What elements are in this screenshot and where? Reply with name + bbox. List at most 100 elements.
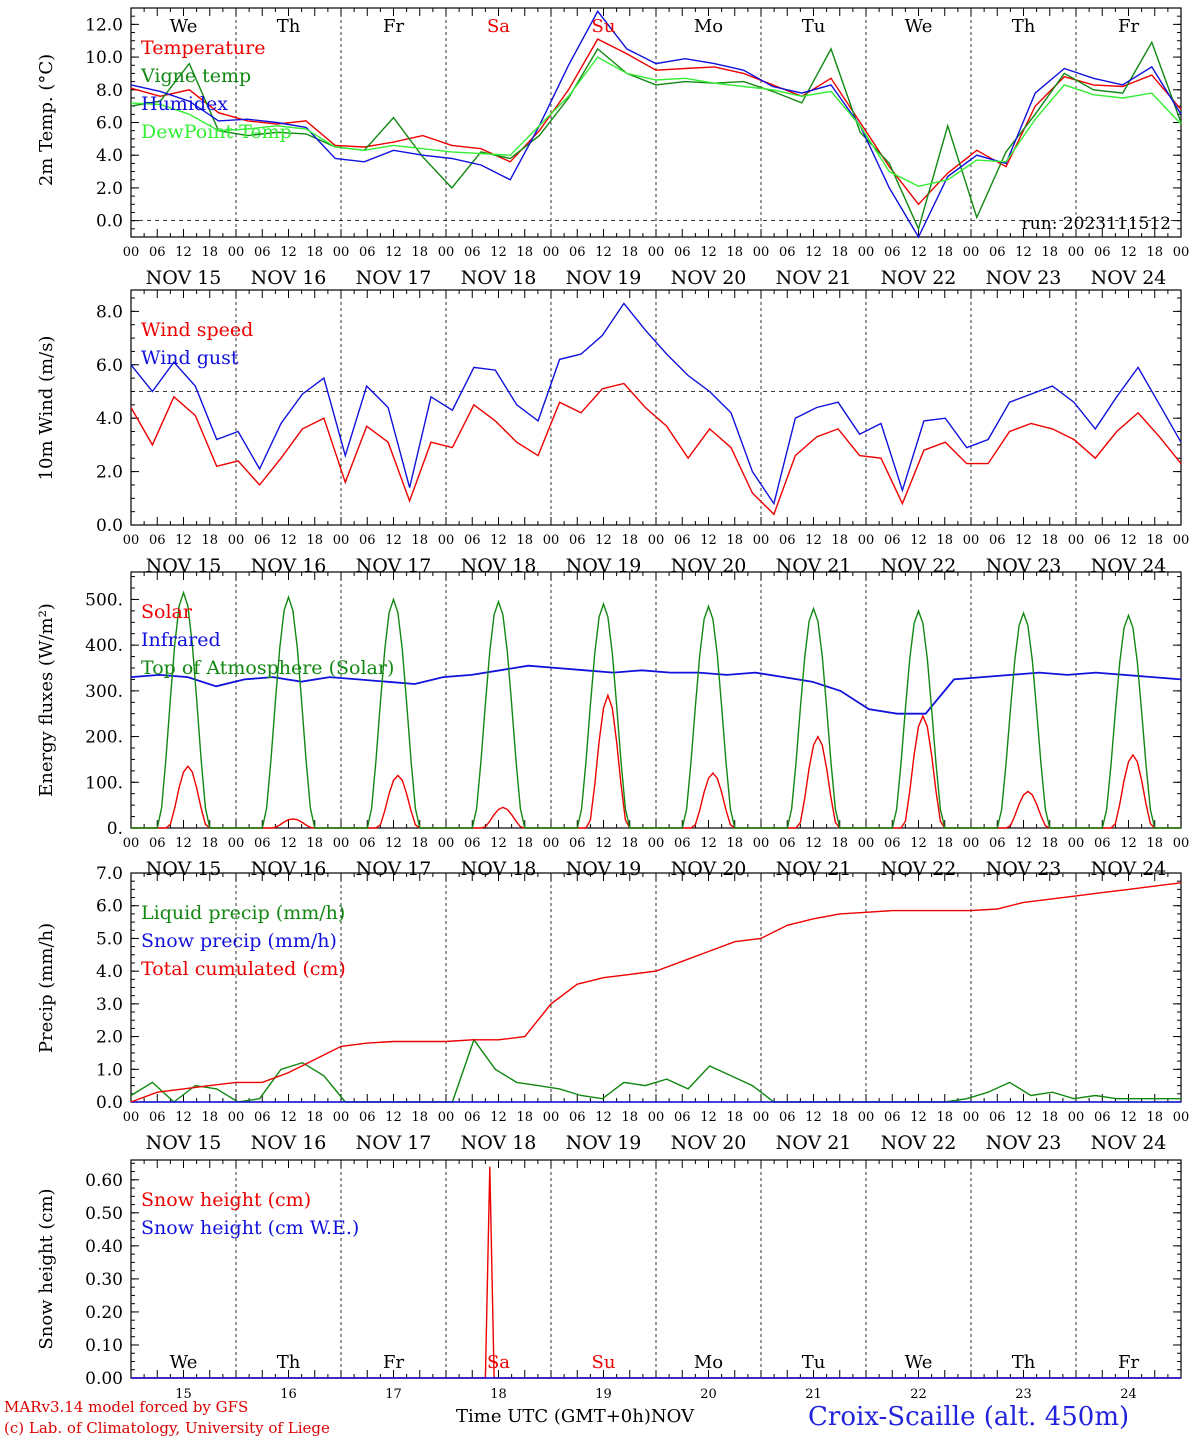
panel1-hour-label: 12 [385, 245, 402, 260]
panel2-hour-label: 06 [569, 533, 586, 548]
panel2-series-line-0 [130, 382, 1182, 516]
panel3-hour-label: 00 [648, 836, 665, 851]
panel3-series-line-2 [131, 590, 1181, 829]
panel1-hour-label: 06 [674, 245, 691, 260]
panel2-hour-label: 00 [648, 533, 665, 548]
panel1-date-label: NOV 23 [986, 267, 1062, 289]
panel5-legend-entry: Snow height (cm) [141, 1189, 311, 1211]
panel1-y-tick-label: 4.0 [96, 146, 123, 166]
panel3-hour-label: 00 [438, 836, 455, 851]
panel3-legend-entry: Infrared [141, 629, 221, 651]
panel3-hour-label: 18 [1041, 836, 1058, 851]
panel4-date-label: NOV 17 [356, 1132, 432, 1154]
panel5-day-name: Fr [1118, 1352, 1139, 1373]
panel1-hour-label: 12 [280, 245, 297, 260]
panel4-date-label: NOV 16 [251, 1132, 327, 1154]
panel2-hour-label: 00 [1068, 533, 1085, 548]
panel1-date-label: NOV 19 [566, 267, 642, 289]
panel4-hour-label: 06 [359, 1110, 376, 1125]
copyright-credit: (c) Lab. of Climatology, University of L… [4, 1419, 330, 1437]
panel1-legend-entry: Humidex [141, 93, 228, 115]
panel2-hour-label: 12 [280, 533, 297, 548]
panel1-legend-entry: Temperature [141, 37, 265, 59]
panel1-date-label: NOV 20 [671, 267, 747, 289]
panel3-y-tick-label: 200. [85, 728, 123, 748]
panel3-date-label: NOV 16 [251, 858, 327, 880]
panel4-y-tick-label: 0.0 [96, 1093, 123, 1113]
panel4-date-label: NOV 23 [986, 1132, 1062, 1154]
panel3-y-tick-label: 300. [85, 682, 123, 702]
panel4-y-tick-label: 6.0 [96, 897, 123, 917]
panel2-y-tick-label: 0.0 [96, 516, 123, 536]
panel4-y-tick-label: 1.0 [96, 1060, 123, 1080]
panel3-hour-label: 06 [254, 836, 271, 851]
panel1-day-name: We [905, 16, 933, 37]
panel1-hour-label: 06 [1094, 245, 1111, 260]
panel5-y-tick-label: 0.60 [85, 1171, 123, 1191]
panel4-y-axis-label: Precip (mm/h) [36, 923, 57, 1053]
panel1-day-name: Su [592, 16, 616, 37]
panel1-hour-label: 12 [700, 245, 717, 260]
panel1-y-tick-label: 6.0 [96, 114, 123, 134]
panel4-hour-label: 06 [674, 1110, 691, 1125]
panel4-date-label: NOV 21 [776, 1132, 852, 1154]
panel3-y-tick-label: 100. [85, 773, 123, 793]
panel3-hour-label: 00 [543, 836, 560, 851]
panel3-hour-label: 18 [726, 836, 743, 851]
panel1-date-label: NOV 22 [881, 267, 957, 289]
panel4-legend-entry: Liquid precip (mm/h) [141, 902, 345, 924]
x-axis-title: Time UTC (GMT+0h)NOV [456, 1406, 694, 1427]
panel1-series-line-2 [130, 10, 1182, 239]
panel1-hour-label: 18 [831, 245, 848, 260]
panel3-hour-label: 12 [595, 836, 612, 851]
panel2-y-tick-label: 4.0 [96, 409, 123, 429]
panel2-hour-label: 12 [700, 533, 717, 548]
panel4-hour-label: 18 [621, 1110, 638, 1125]
panel1-date-label: NOV 21 [776, 267, 852, 289]
panel3-hour-label: 12 [910, 836, 927, 851]
panel2-hour-label: 06 [359, 533, 376, 548]
panel5-day-name: Fr [383, 1352, 404, 1373]
panel4-hour-label: 12 [385, 1110, 402, 1125]
panel2-hour-label: 18 [201, 533, 218, 548]
panel1-series-line-1 [130, 40, 1182, 231]
panel3-hour-label: 18 [306, 836, 323, 851]
panel2-series-line-1 [130, 302, 1182, 506]
panel3-hour-label: 06 [779, 836, 796, 851]
station-name: Croix-Scaille (alt. 450m) [808, 1402, 1130, 1432]
panel4-date-label: NOV 15 [146, 1132, 222, 1154]
panel1-hour-label: 18 [411, 245, 428, 260]
panel3-date-label: NOV 17 [356, 858, 432, 880]
panel4-legend-entry: Total cumulated (cm) [141, 958, 346, 980]
panel4-hour-label: 12 [1120, 1110, 1137, 1125]
panel3-hour-label: 06 [674, 836, 691, 851]
panel4-hour-label: 12 [175, 1110, 192, 1125]
panel3-hour-label: 12 [700, 836, 717, 851]
panel1-hour-label: 06 [989, 245, 1006, 260]
panel2-hour-label: 06 [884, 533, 901, 548]
panel4-hour-label: 00 [1068, 1110, 1085, 1125]
panel3-date-label: NOV 15 [146, 858, 222, 880]
panel1-hour-label: 12 [490, 245, 507, 260]
panel3-hour-label: 18 [411, 836, 428, 851]
panel4-date-label: NOV 22 [881, 1132, 957, 1154]
panel4-hour-label: 00 [753, 1110, 770, 1125]
panel4-y-tick-label: 5.0 [96, 929, 123, 949]
panel4-hour-label: 06 [569, 1110, 586, 1125]
panel4-hour-label: 06 [464, 1110, 481, 1125]
panel1-hour-label: 00 [438, 245, 455, 260]
panel5-day-name: We [905, 1352, 933, 1373]
panel4-hour-label: 12 [910, 1110, 927, 1125]
panel1-legend-entry: Vigne temp [140, 65, 251, 87]
panel2-hour-label: 00 [543, 533, 560, 548]
panel2-hour-label: 12 [385, 533, 402, 548]
panel4-y-tick-label: 3.0 [96, 995, 123, 1015]
panel5-day-name: Mo [694, 1352, 723, 1373]
panel4-hour-label: 00 [438, 1110, 455, 1125]
panel2-hour-label: 00 [963, 533, 980, 548]
panel3-hour-label: 06 [464, 836, 481, 851]
panel1-date-label: NOV 16 [251, 267, 327, 289]
panel1-hour-label: 06 [779, 245, 796, 260]
panel1-y-tick-label: 8.0 [96, 81, 123, 101]
panel3-y-tick-label: 500. [85, 590, 123, 610]
